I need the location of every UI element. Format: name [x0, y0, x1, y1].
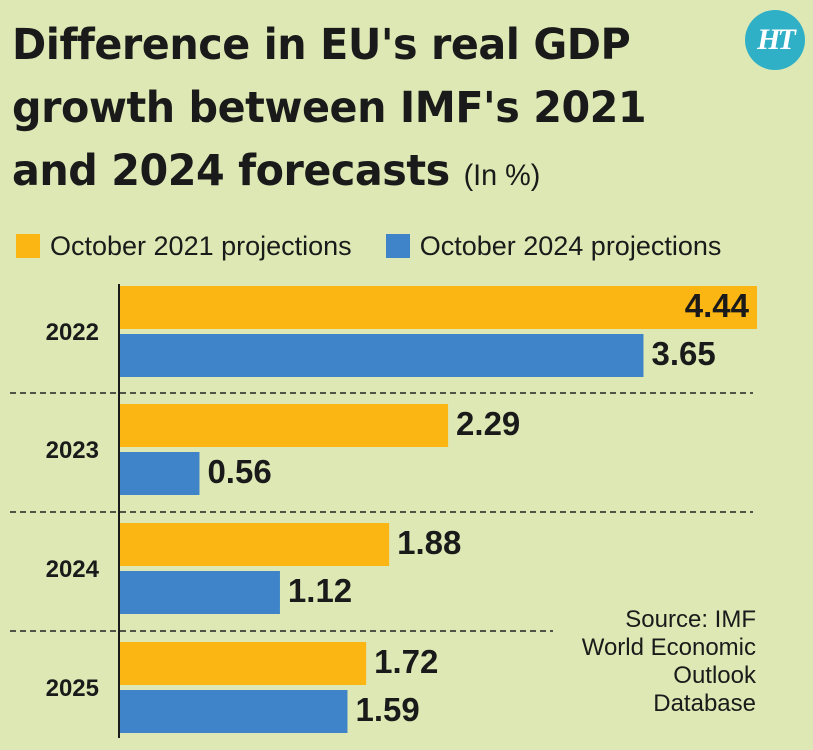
legend-swatch-2024	[385, 234, 410, 258]
bar-2025-2021	[119, 642, 367, 685]
data-label-2022-2024: 3.65	[651, 335, 715, 372]
data-label-2024-2024: 1.12	[288, 572, 352, 609]
category-label-2024: 2024	[46, 556, 100, 583]
data-label-2025-2024: 1.59	[355, 691, 419, 728]
legend-swatch-2021	[16, 234, 40, 258]
title-line-2: growth between IMF's 2021	[12, 83, 647, 133]
category-label-2025: 2025	[46, 675, 99, 702]
ht-logo-text: HT	[757, 23, 796, 56]
bar-2024-2021	[119, 523, 390, 566]
source-line-4: Database	[653, 690, 756, 717]
legend-item-2024: October 2024 projections	[385, 230, 722, 262]
legend-label-2024: October 2024 projections	[419, 230, 722, 261]
ht-logo: HT	[745, 10, 805, 70]
bar-2022-2024	[119, 334, 644, 377]
bar-2024-2024	[119, 571, 280, 614]
bar-2023-2021	[119, 404, 449, 447]
source-line-1: Source: IMF	[625, 606, 756, 633]
data-label-2023-2024: 0.56	[207, 453, 271, 490]
bar-2025-2024	[119, 690, 348, 733]
bar-2022-2021	[119, 286, 757, 329]
chart-title: Difference in EU's real GDP growth betwe…	[12, 14, 703, 207]
legend: October 2021 projections October 2024 pr…	[16, 229, 755, 263]
data-label-2023-2021: 2.29	[456, 405, 520, 442]
legend-label-2021: October 2021 projections	[50, 230, 352, 261]
source-line-2: World Economic	[581, 634, 756, 661]
title-line-3-text: and 2024 forecasts	[12, 146, 450, 196]
bar-2023-2024	[119, 452, 200, 495]
title-line-1: Difference in EU's real GDP	[12, 20, 631, 70]
category-label-2023: 2023	[46, 437, 99, 464]
data-label-2022-2021: 4.44	[685, 287, 750, 324]
title-unit: (In %)	[463, 159, 541, 192]
source-note: Source: IMF World Economic Outlook Datab…	[582, 606, 756, 718]
legend-item-2021: October 2021 projections	[16, 231, 352, 262]
category-label-2022: 2022	[46, 319, 99, 346]
source-line-3: Outlook	[673, 662, 756, 689]
data-label-2024-2021: 1.88	[397, 524, 461, 561]
data-label-2025-2021: 1.72	[374, 643, 438, 680]
title-line-3: and 2024 forecasts (In %)	[12, 140, 703, 207]
